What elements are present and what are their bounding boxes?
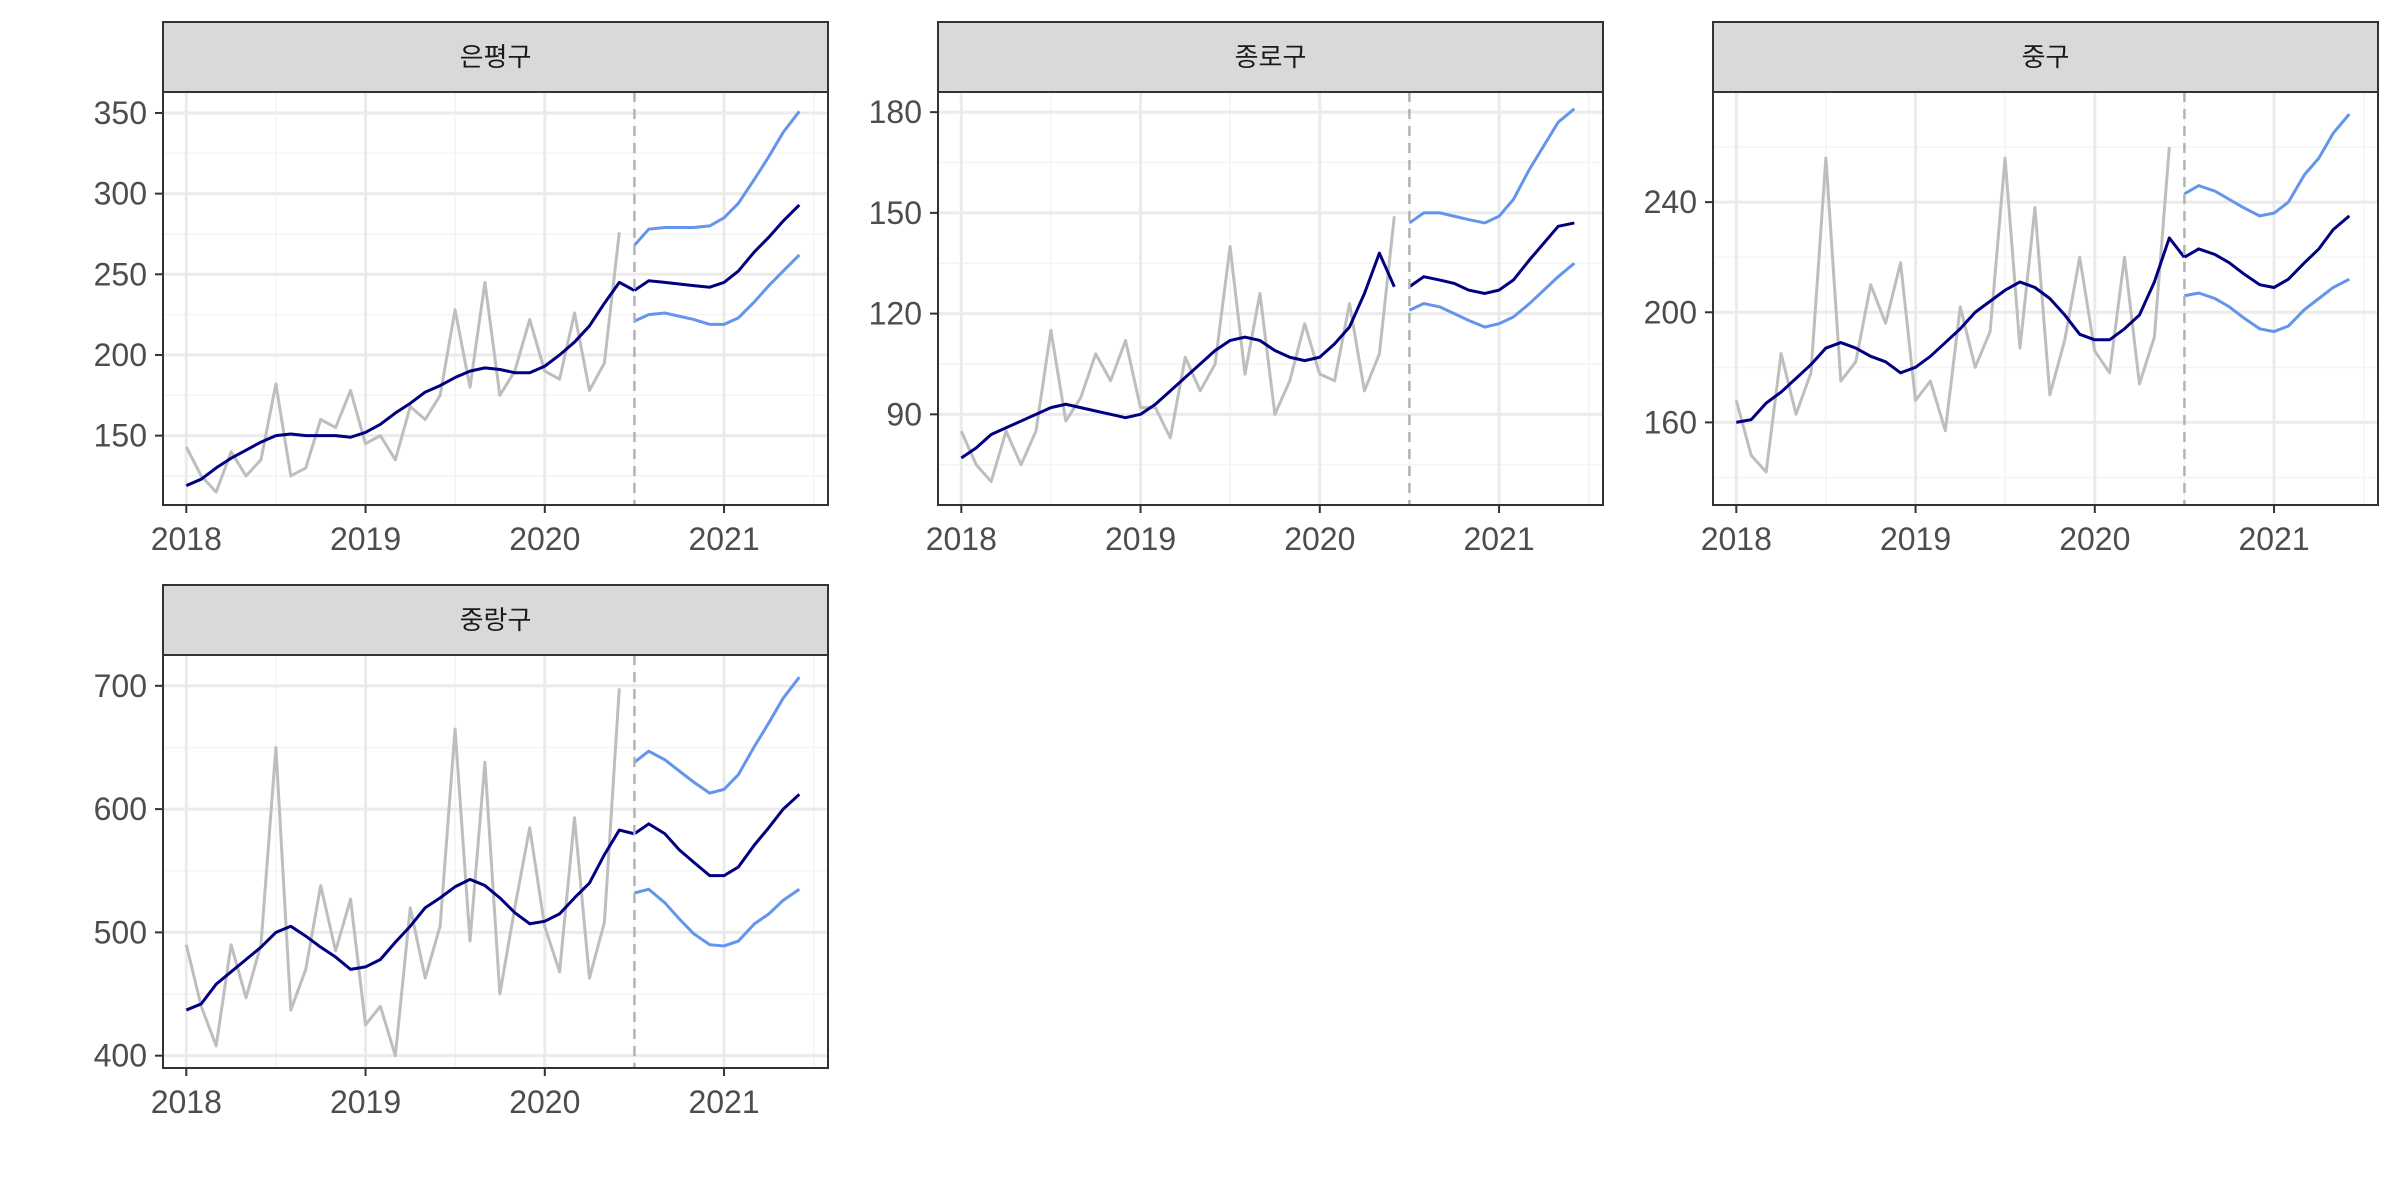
observed-series <box>184 688 621 1058</box>
x-tick-label: 2018 <box>1701 521 1772 557</box>
forecast-upper-bound <box>633 110 801 247</box>
facet-strip <box>162 21 829 93</box>
x-tick-label: 2019 <box>330 1084 401 1120</box>
fitted-series <box>960 251 1396 460</box>
facet-label: 은평구 <box>460 43 532 73</box>
gridlines <box>1713 92 2378 505</box>
observed-series <box>959 216 1396 483</box>
panel-background <box>1713 92 2378 505</box>
x-tick-label: 2019 <box>1880 521 1951 557</box>
panel-jungnang: 중랑구 2018 2019 2020 2021 400 500 600 700 <box>94 584 829 1120</box>
facet-strip <box>937 21 1604 93</box>
forecast-mean <box>1408 221 1575 295</box>
y-tick-label: 120 <box>869 296 922 332</box>
fitted-series <box>1736 236 2186 424</box>
x-tick-label: 2021 <box>2238 521 2309 557</box>
x-tick-label: 2021 <box>688 521 759 557</box>
forecast-lower-bound <box>633 253 801 326</box>
y-tick-label: 300 <box>94 176 147 212</box>
x-tick-label: 2020 <box>509 521 580 557</box>
forecast-mean <box>2183 214 2351 290</box>
x-tick-label: 2020 <box>1284 521 1355 557</box>
gridlines <box>938 92 1603 505</box>
y-tick-label: 250 <box>94 256 147 292</box>
facet-label: 중구 <box>2022 43 2070 73</box>
x-tick-label: 2020 <box>509 1084 580 1120</box>
forecast-mean <box>633 203 801 292</box>
forecast-upper-bound <box>1408 107 1576 225</box>
forecast-lower-bound <box>634 887 801 948</box>
x-tick-label: 2020 <box>2059 521 2130 557</box>
x-tick-label: 2018 <box>151 521 222 557</box>
panel-background <box>938 92 1603 505</box>
y-tick-label: 600 <box>94 791 147 827</box>
fitted-series <box>185 828 635 1012</box>
panel-junggu: 중구 2018 2019 2020 2021 160 200 240 <box>1644 21 2379 557</box>
y-tick-label: 160 <box>1644 404 1697 440</box>
facet-label: 중랑구 <box>460 606 532 636</box>
y-tick-label: 350 <box>94 95 147 131</box>
y-tick-label: 400 <box>94 1038 147 1074</box>
facet-strip <box>1712 21 2379 93</box>
panel-jongno: 종로구 2018 2019 2020 2021 90 120 150 180 <box>869 21 1604 557</box>
forecast-upper-bound <box>2183 113 2351 218</box>
y-tick-label: 200 <box>1644 294 1697 330</box>
x-tick-label: 2018 <box>926 521 997 557</box>
y-tick-label: 500 <box>94 914 147 950</box>
x-tick-label: 2019 <box>330 521 401 557</box>
x-tick-label: 2019 <box>1105 521 1176 557</box>
facet-strip <box>162 584 829 656</box>
y-tick-label: 90 <box>886 396 922 432</box>
y-tick-label: 700 <box>94 668 147 704</box>
facet-label: 종로구 <box>1235 43 1307 73</box>
fitted-series <box>185 280 635 488</box>
panel-background <box>163 655 828 1068</box>
y-tick-label: 240 <box>1644 184 1697 220</box>
y-tick-label: 200 <box>94 337 147 373</box>
forecast-lower-bound <box>1408 262 1576 329</box>
y-tick-label: 150 <box>869 195 922 231</box>
x-tick-label: 2018 <box>151 1084 222 1120</box>
observed-series <box>184 232 621 494</box>
x-tick-label: 2021 <box>1463 521 1534 557</box>
forecast-mean <box>633 793 801 878</box>
panel-eunpyeong: 은평구 2018 2019 2020 2021 150 200 250 300 350 <box>94 21 829 557</box>
y-tick-label: 150 <box>94 418 147 454</box>
observed-series <box>1734 146 2171 474</box>
x-tick-label: 2021 <box>688 1084 759 1120</box>
forecast-upper-bound <box>633 676 801 795</box>
y-tick-label: 180 <box>869 94 922 130</box>
forecast-lower-bound <box>2184 277 2351 334</box>
